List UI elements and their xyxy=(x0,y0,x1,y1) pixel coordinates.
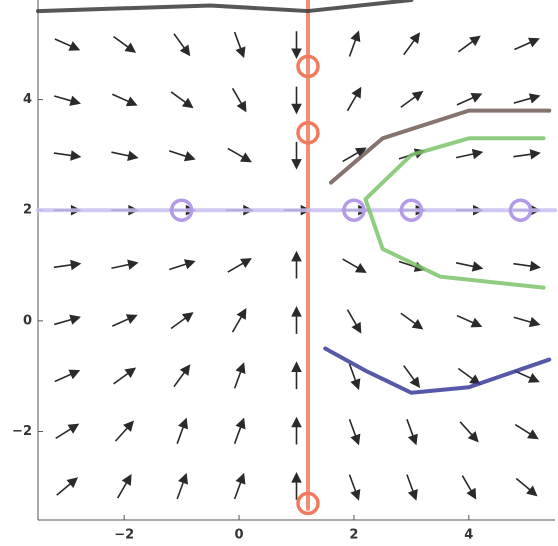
vector-arrow xyxy=(407,419,417,443)
vector-arrow xyxy=(293,87,301,113)
vector-arrow xyxy=(456,263,481,271)
vector-arrow xyxy=(235,364,245,388)
vector-arrow xyxy=(54,96,79,105)
vector-arrow xyxy=(233,88,246,111)
vector-arrow xyxy=(177,419,187,443)
y-tick-label: −2 xyxy=(12,424,32,439)
vector-arrow xyxy=(169,260,194,269)
vector-arrow xyxy=(514,94,539,103)
vector-arrow xyxy=(401,92,422,107)
vector-arrow xyxy=(57,478,77,495)
vector-arrow xyxy=(458,369,479,384)
vector-arrow xyxy=(349,475,359,499)
x-tick-label: 2 xyxy=(349,528,358,543)
vector-arrow xyxy=(171,313,192,328)
vector-arrow xyxy=(458,37,479,52)
vector-arrow xyxy=(404,34,419,55)
vector-arrow xyxy=(114,369,135,384)
vector-arrow xyxy=(293,253,301,279)
vector-arrow xyxy=(460,422,477,441)
vector-arrow xyxy=(514,317,539,326)
x-tick-label: 0 xyxy=(235,528,244,543)
vector-arrow xyxy=(514,371,538,382)
vector-arrow xyxy=(55,370,79,381)
vector-arrow xyxy=(235,32,245,56)
vector-arrow xyxy=(111,152,136,160)
y-tick-label: 0 xyxy=(23,313,32,328)
vector-arrow xyxy=(513,262,539,270)
annotation-curve xyxy=(365,138,543,287)
vector-arrow xyxy=(514,39,538,50)
vector-arrow xyxy=(174,34,189,55)
vector-arrow xyxy=(171,92,192,107)
vector-arrow xyxy=(347,310,360,333)
vector-arrow xyxy=(112,94,136,105)
y-tick-label: 2 xyxy=(23,203,32,218)
vector-arrow xyxy=(293,363,301,389)
chart: −2 0 2 4 −2 0 2 4 xyxy=(0,0,558,546)
vector-arrow xyxy=(55,39,79,50)
vector-arrow xyxy=(349,32,359,56)
vector-arrow xyxy=(407,475,417,499)
vector-arrow xyxy=(513,150,539,158)
vector-arrow xyxy=(293,31,301,57)
vector-arrow xyxy=(54,152,80,160)
vector-arrow xyxy=(228,148,251,161)
vector-arrow xyxy=(462,476,475,499)
vector-arrow xyxy=(457,316,481,327)
vector-arrow xyxy=(235,419,245,443)
vector-arrow xyxy=(293,418,301,444)
vector-arrow xyxy=(177,475,187,499)
vector-arrow xyxy=(112,315,136,326)
x-tick-label: −2 xyxy=(114,528,134,543)
vector-arrow xyxy=(114,37,135,52)
vector-arrow xyxy=(174,366,189,387)
vector-arrow xyxy=(54,316,79,325)
vector-arrow xyxy=(233,310,246,333)
vector-arrow xyxy=(228,259,251,272)
vector-arrow xyxy=(118,476,131,499)
vector-arrow xyxy=(516,478,536,495)
vector-arrow xyxy=(115,422,132,441)
vector-arrow xyxy=(349,419,359,443)
vector-arrow xyxy=(347,88,360,111)
page: {"chart_data": {"type": "quiver", "xlim"… xyxy=(0,0,558,546)
vector-arrow xyxy=(456,150,481,158)
vector-arrow xyxy=(54,261,80,269)
vector-arrow xyxy=(235,475,245,499)
vector-arrow xyxy=(457,94,481,105)
vector-arrow xyxy=(169,151,194,160)
vector-arrow xyxy=(293,308,301,334)
vector-arrow xyxy=(111,261,136,269)
vector-arrow xyxy=(404,366,419,387)
vector-arrow xyxy=(401,313,422,328)
vector-arrow xyxy=(515,425,537,439)
vector-arrow xyxy=(293,142,301,168)
annotation-curve xyxy=(38,0,411,11)
y-tick-label: 4 xyxy=(23,92,32,107)
vector-arrow xyxy=(56,425,78,439)
x-tick-label: 4 xyxy=(464,528,473,543)
vector-arrow xyxy=(343,259,366,272)
